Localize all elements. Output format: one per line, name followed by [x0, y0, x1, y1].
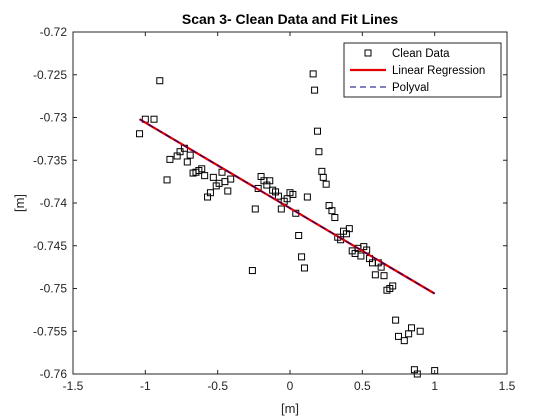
data-point — [331, 214, 339, 222]
y-tick-label: -0.725 — [33, 68, 67, 82]
x-tick-label: -0.5 — [207, 379, 228, 393]
data-point — [357, 252, 365, 260]
data-point — [389, 282, 397, 290]
data-point — [319, 173, 327, 181]
axes: -1.5 -1 -0.5 0 0.5 1 1.5 -0.76 -0.755 -0.75 -0.745… — [33, 25, 516, 393]
data-point — [277, 205, 285, 213]
legend-entry-label: Linear Regression — [392, 65, 485, 77]
x-axis-label: [m] — [281, 401, 299, 416]
data-point — [201, 172, 209, 180]
y-tick-label: -0.75 — [40, 282, 68, 296]
data-point — [136, 130, 144, 138]
x-tick-label: 0.5 — [354, 379, 371, 393]
y-tick-label: -0.735 — [33, 153, 67, 167]
chart-marks — [136, 70, 439, 378]
data-point — [266, 177, 274, 185]
data-point — [251, 205, 259, 213]
data-point — [328, 207, 336, 215]
x-tick-label: 0 — [287, 379, 294, 393]
data-point — [206, 189, 214, 197]
x-tick-label: 1 — [431, 379, 438, 393]
y-tick-label: -0.73 — [40, 111, 68, 125]
legend-entry-label: Clean Data — [392, 48, 450, 60]
data-point — [377, 263, 385, 271]
data-point — [298, 253, 306, 261]
y-tick-label: -0.76 — [40, 367, 68, 381]
polyval-line — [139, 118, 435, 295]
data-point — [300, 264, 308, 272]
data-point — [345, 225, 353, 233]
y-axis-label: [m] — [12, 194, 27, 212]
legend: Clean Data Linear Regression Polyval — [343, 42, 502, 98]
data-point — [289, 190, 297, 198]
legend-swatch-clean-data — [364, 49, 372, 57]
y-tick-label: -0.745 — [33, 239, 67, 253]
data-point — [224, 187, 232, 195]
data-point — [303, 193, 311, 201]
data-point — [295, 231, 303, 239]
data-point — [248, 267, 256, 275]
data-point — [400, 337, 408, 345]
x-tick-label: -1.5 — [63, 379, 84, 393]
data-point — [371, 271, 379, 279]
data-point — [183, 158, 191, 166]
data-point — [227, 175, 235, 183]
data-point — [313, 127, 321, 135]
chart-title: Scan 3- Clean Data and Fit Lines — [182, 11, 398, 27]
x-tick-label: -1 — [140, 379, 151, 393]
data-point — [408, 324, 416, 332]
data-point — [163, 176, 171, 184]
data-point — [311, 86, 319, 94]
data-point — [198, 165, 206, 173]
y-tick-label: -0.72 — [40, 25, 68, 39]
legend-entry-label: Polyval — [392, 82, 429, 94]
data-point — [416, 327, 424, 335]
data-point — [380, 272, 388, 280]
data-point — [150, 115, 158, 123]
data-point — [315, 148, 323, 156]
data-point — [166, 155, 174, 163]
data-point — [156, 77, 164, 85]
data-point — [322, 180, 330, 188]
data-point — [274, 192, 282, 200]
data-point — [395, 332, 402, 340]
x-tick-label: 1.5 — [499, 379, 516, 393]
data-point — [186, 151, 194, 159]
data-point — [392, 316, 400, 324]
data-point — [209, 173, 217, 181]
y-tick-label: -0.74 — [40, 196, 68, 210]
y-tick-label: -0.755 — [33, 324, 67, 338]
data-point — [309, 70, 317, 78]
